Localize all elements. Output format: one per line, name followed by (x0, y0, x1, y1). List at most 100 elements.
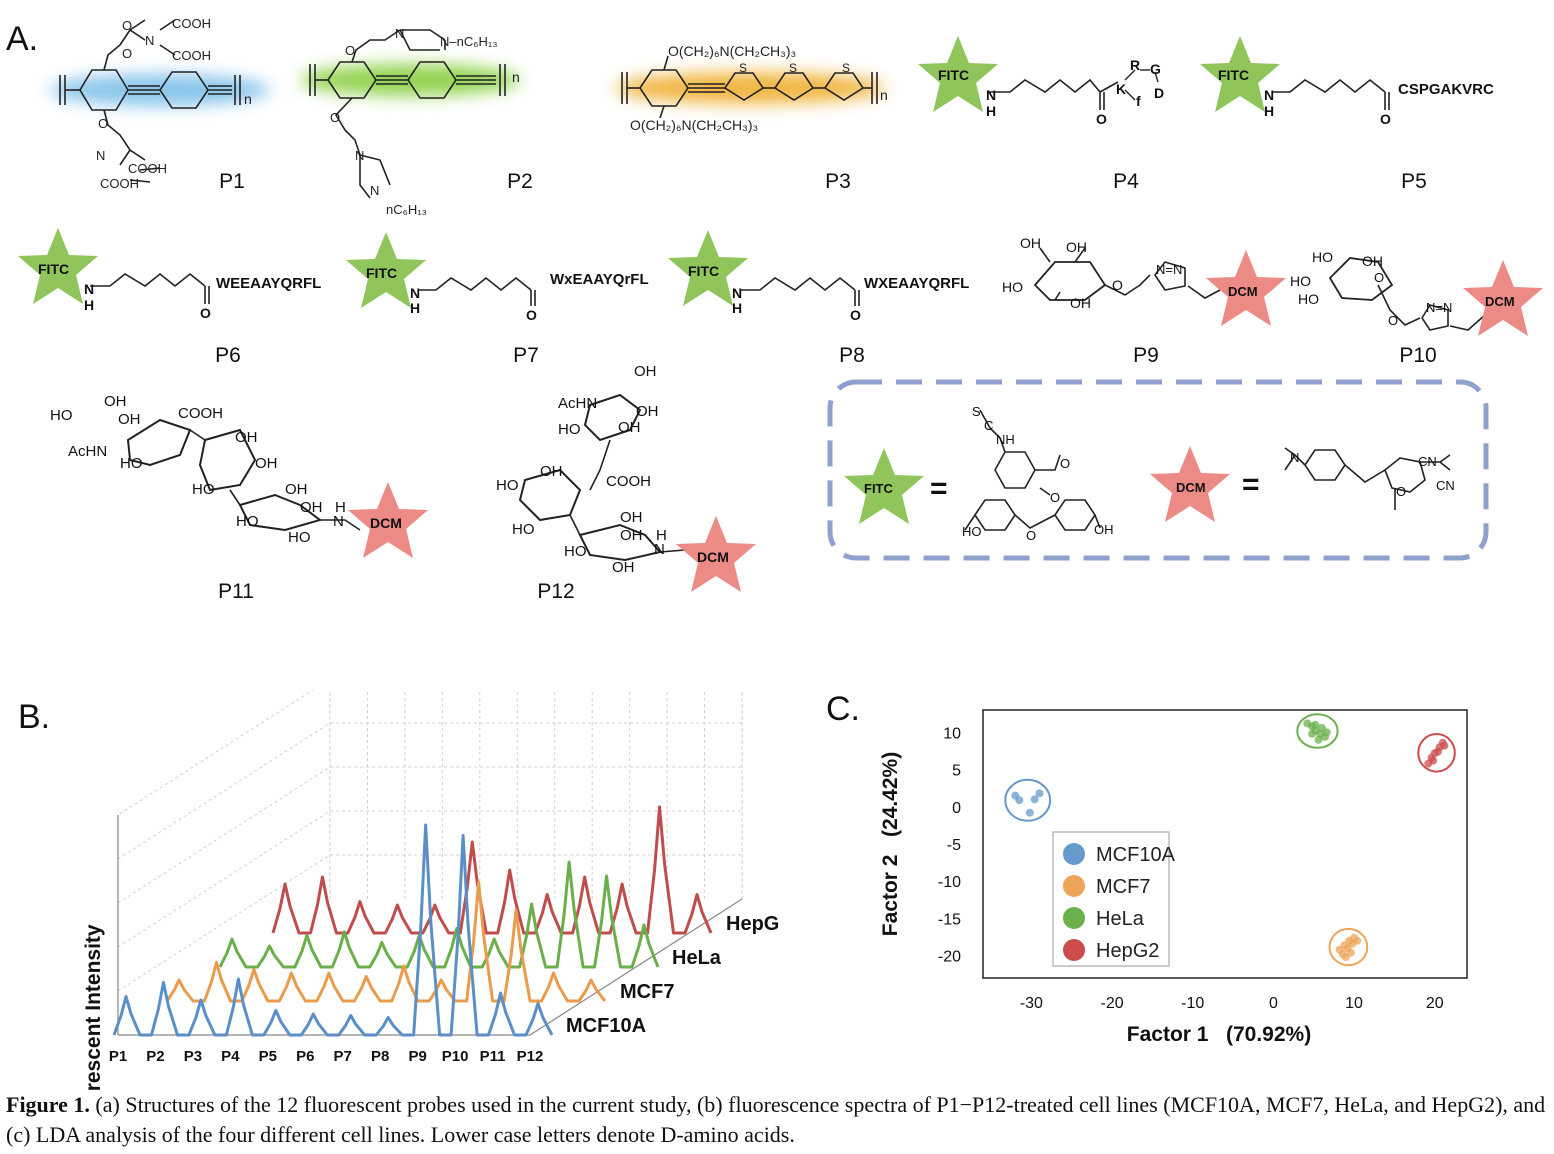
svg-text:H: H (84, 297, 94, 313)
scatter-point (1308, 729, 1317, 738)
svg-text:O: O (1026, 528, 1036, 543)
svg-text:O: O (1374, 270, 1384, 285)
svg-text:N: N (1264, 87, 1274, 103)
scatter-point (1322, 728, 1331, 737)
svg-text:OH: OH (285, 481, 308, 498)
b-cellline-label: MCF10A (566, 1015, 646, 1037)
svg-text:N: N (732, 285, 742, 301)
structure-p8 (668, 230, 860, 306)
svg-text:FITC: FITC (938, 67, 969, 83)
legend-label: MCF10A (1096, 844, 1176, 866)
svg-text:HO: HO (564, 543, 587, 560)
scatter-point (1429, 756, 1438, 765)
probe-label: P3 (825, 170, 851, 193)
structure-p4 (918, 36, 1159, 112)
cluster-ellipse (1328, 927, 1369, 967)
svg-text:FITC: FITC (1218, 67, 1249, 83)
probe-label: P4 (1113, 170, 1139, 193)
scatter-point (1035, 789, 1044, 798)
probe-label: P12 (537, 580, 575, 603)
caption-text: (a) Structures of the 12 fluorescent pro… (6, 1092, 1546, 1147)
plot-frame (982, 709, 1468, 979)
c-ytick-label: -20 (938, 949, 961, 966)
svg-text:O: O (1396, 484, 1406, 499)
svg-text:O: O (1060, 456, 1070, 471)
probe-label: P7 (513, 344, 539, 367)
svg-text:FITC: FITC (688, 263, 719, 279)
svg-text:HO: HO (1312, 249, 1333, 265)
svg-text:COOH: COOH (178, 405, 223, 422)
spectrum-curve (218, 860, 660, 969)
svg-text:HO: HO (288, 529, 311, 546)
svg-text:K: K (1116, 81, 1126, 97)
svg-text:H: H (410, 300, 420, 316)
b-xtick-label: P3 (184, 1048, 202, 1065)
scatter-point (1433, 747, 1442, 756)
svg-text:n: n (512, 69, 520, 85)
svg-text:O: O (330, 110, 340, 125)
structure-p9 (1033, 247, 1286, 326)
svg-text:HO: HO (120, 455, 143, 472)
svg-text:OH: OH (104, 393, 127, 410)
svg-text:N=N: N=N (1426, 300, 1452, 315)
svg-text:O(CH₂)₆N(CH₂CH₃)₃: O(CH₂)₆N(CH₂CH₃)₃ (668, 43, 796, 59)
legend: MCF10A MCF7 HeLa HepG2 (1052, 831, 1176, 967)
structure-p6 (18, 228, 210, 304)
panel-a-structures: O O N COOH COOH O N COOH COOH n O N N–nC… (18, 16, 1543, 592)
b-cellline-label: HeLa (672, 947, 722, 969)
svg-text:H: H (1264, 103, 1274, 119)
svg-text:HO: HO (236, 513, 259, 530)
svg-text:OH: OH (636, 403, 659, 420)
svg-text:H: H (732, 300, 742, 316)
panel-b-spectra: Fluorescent Intensity MCF10A MCF7 HeLa H… (82, 690, 780, 1090)
c-ylabel: Factor 2 (24.42%) (879, 752, 902, 936)
svg-text:f: f (1136, 93, 1141, 109)
legend-marker (1063, 843, 1085, 865)
svg-text:N: N (986, 87, 996, 103)
c-ytick-label: 5 (952, 763, 961, 780)
svg-text:OH: OH (1362, 253, 1383, 269)
svg-text:WxEAAYQrFL: WxEAAYQrFL (550, 271, 649, 288)
svg-text:WXEAAYQRFL: WXEAAYQRFL (864, 275, 969, 292)
probe-label: P8 (839, 344, 865, 367)
svg-text:OH: OH (1070, 295, 1091, 311)
svg-text:AcHN: AcHN (558, 395, 597, 412)
svg-text:OH: OH (235, 429, 258, 446)
c-ytick-label: -10 (938, 874, 961, 891)
svg-text:N–nC₆H₁₃: N–nC₆H₁₃ (440, 34, 498, 49)
svg-text:N: N (355, 148, 364, 163)
svg-text:N: N (145, 33, 154, 48)
cluster-ellipse (1296, 713, 1339, 749)
probe-label: P1 (219, 170, 245, 193)
spectrum-curve (165, 880, 607, 1003)
svg-text:G: G (1150, 61, 1161, 77)
svg-text:nC₆H₁₃: nC₆H₁₃ (386, 202, 427, 217)
legend-label: MCF7 (1096, 876, 1150, 898)
svg-text:OH: OH (540, 463, 563, 480)
svg-text:DCM: DCM (1485, 294, 1515, 309)
c-xtick-label: 0 (1269, 995, 1278, 1012)
svg-text:O: O (345, 43, 355, 58)
svg-text:O: O (1388, 313, 1398, 328)
svg-text:=: = (1242, 468, 1260, 501)
b-xtick-label: P9 (408, 1048, 426, 1065)
svg-text:N=N: N=N (1156, 262, 1182, 277)
structure-p1 (50, 19, 270, 183)
b-xtick-label: P2 (146, 1048, 164, 1065)
structure-p12 (518, 393, 756, 592)
svg-text:N: N (395, 26, 404, 41)
svg-text:O: O (1380, 111, 1391, 127)
svg-text:O: O (122, 18, 132, 33)
svg-text:COOH: COOH (100, 176, 139, 191)
svg-text:CSPGAKVRC: CSPGAKVRC (1398, 81, 1494, 98)
panel-a-letter: A. (6, 20, 39, 58)
c-ytick-label: -15 (938, 911, 961, 928)
svg-text:n: n (880, 87, 888, 103)
probe-label: P6 (215, 344, 241, 367)
svg-text:DCM: DCM (1228, 284, 1258, 299)
svg-text:HO: HO (496, 477, 519, 494)
svg-text:OH: OH (634, 363, 657, 380)
b-cellline-label: MCF7 (620, 981, 674, 1003)
svg-text:DCM: DCM (697, 549, 729, 565)
cluster-ellipse (1004, 778, 1052, 822)
